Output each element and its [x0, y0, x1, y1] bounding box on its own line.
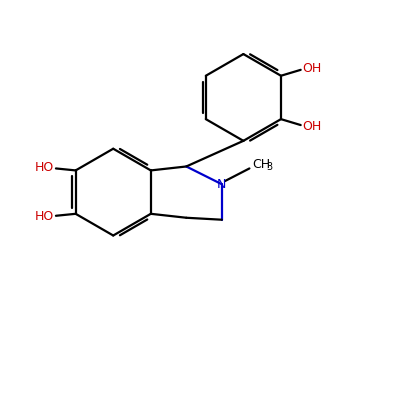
Text: HO: HO	[35, 210, 54, 224]
Text: 3: 3	[266, 162, 272, 172]
Text: OH: OH	[303, 120, 322, 133]
Text: HO: HO	[35, 161, 54, 174]
Text: OH: OH	[303, 62, 322, 75]
Text: N: N	[217, 178, 226, 191]
Text: CH: CH	[252, 158, 270, 171]
